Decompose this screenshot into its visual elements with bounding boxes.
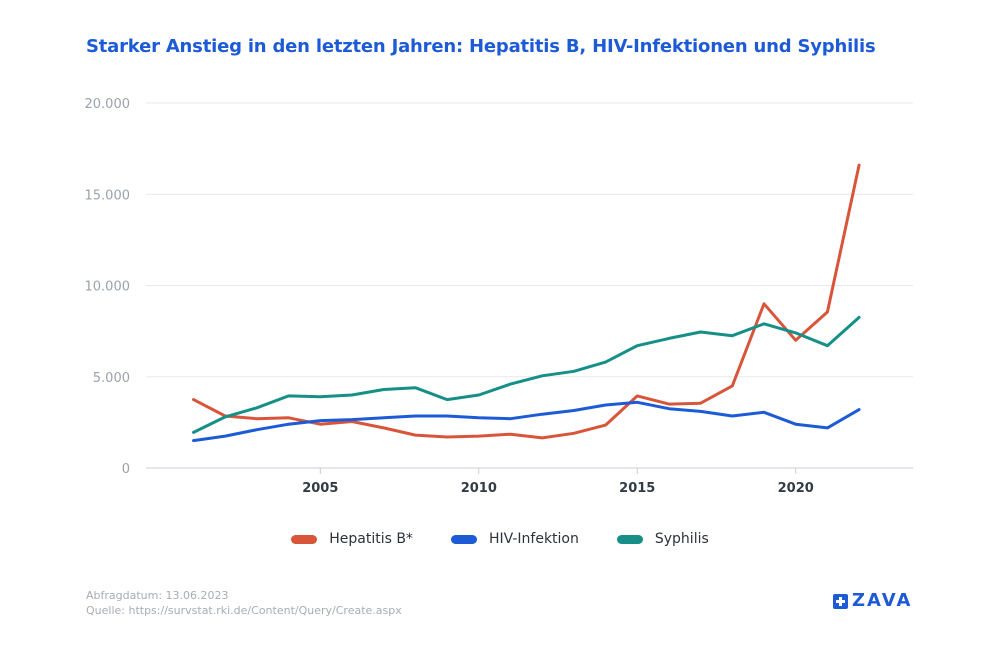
- y-tick-label-2: 10.000: [85, 280, 131, 295]
- y-tick-label-0: 0: [122, 462, 130, 477]
- legend-swatch-hiv: [450, 534, 477, 544]
- query-date: Abfragdatum: 13.06.2023: [86, 589, 229, 602]
- series-line-hiv: [192, 400, 861, 443]
- legend-item-hepatitis-b: Hepatitis B*: [291, 531, 413, 547]
- x-tick-label-1: 2010: [461, 481, 497, 496]
- legend-swatch-hepatitis-b: [291, 534, 318, 544]
- legend-label-syphilis: Syphilis: [654, 531, 709, 547]
- legend-label-hepatitis-b: Hepatitis B*: [329, 531, 413, 547]
- zava-logo: ZAVA: [833, 592, 912, 610]
- chart-footer: Abfragdatum: 13.06.2023 Quelle: https://…: [86, 588, 402, 618]
- series-line-syphilis: [192, 315, 861, 434]
- medical-cross-icon: [833, 593, 848, 609]
- x-tick-label-3: 2020: [778, 481, 814, 496]
- y-tick-label-3: 15.000: [85, 188, 131, 203]
- y-tick-label-4: 20.000: [85, 97, 131, 112]
- source-link[interactable]: Quelle: https://survstat.rki.de/Content/…: [86, 604, 402, 617]
- legend-item-syphilis: Syphilis: [616, 531, 709, 547]
- legend-item-hiv: HIV-Infektion: [450, 531, 579, 547]
- y-tick-label-1: 5.000: [93, 371, 130, 386]
- legend-label-hiv: HIV-Infektion: [488, 531, 579, 547]
- legend-swatch-syphilis: [616, 534, 643, 544]
- chart-title: Starker Anstieg in den letzten Jahren: H…: [86, 36, 876, 57]
- chart-legend: Hepatitis B* HIV-Infektion Syphilis: [0, 531, 1000, 547]
- logo-text: ZAVA: [852, 590, 913, 611]
- x-tick-label-0: 2005: [302, 481, 338, 496]
- x-tick-label-2: 2015: [619, 481, 655, 496]
